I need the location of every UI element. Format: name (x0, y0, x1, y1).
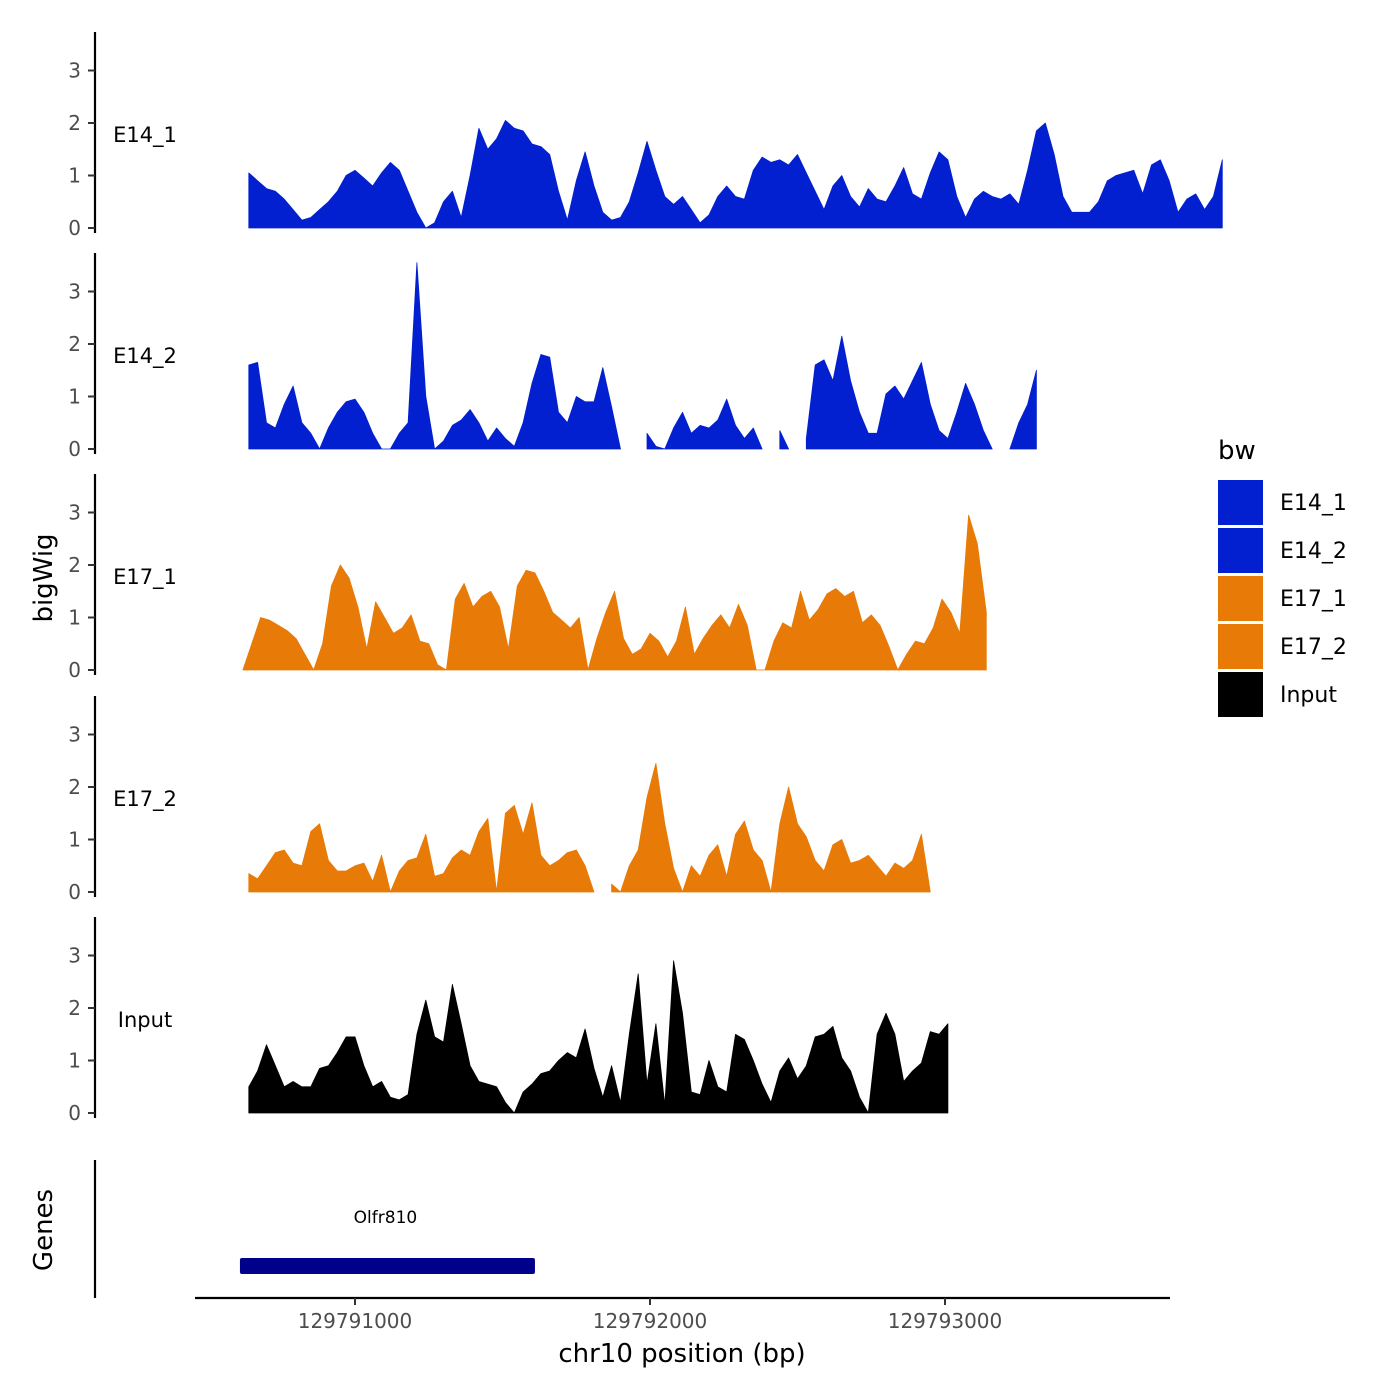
y-tick-label: 1 (68, 385, 81, 409)
legend-swatch (1218, 576, 1263, 621)
x-tick-label: 129791000 (298, 1309, 413, 1333)
signal-area (611, 763, 931, 893)
y-tick-label: 1 (68, 606, 81, 630)
x-axis-title: chr10 position (bp) (558, 1339, 805, 1369)
y-tick-label: 1 (68, 164, 81, 188)
y-tick-label: 2 (68, 332, 81, 356)
track-input: 0 1 2 3 Input (68, 917, 949, 1125)
y-tick-label: 0 (68, 1101, 81, 1125)
tracks-group: 0 1 2 3 E14_1 0 1 2 3 E14_2 0 1 2 3 E17_1 0 1 2 3 E17_2 0 1 2 3… (68, 32, 1223, 1125)
track-label: E17_2 (113, 787, 177, 812)
y-tick-label: 0 (68, 658, 81, 682)
y-tick-label: 0 (68, 437, 81, 461)
track-label: E14_1 (113, 123, 177, 148)
track-label: E14_2 (113, 344, 177, 369)
track-label: E17_1 (113, 565, 177, 590)
legend-title: bw (1218, 436, 1256, 466)
signal-area (242, 514, 987, 671)
y-axis-title: bigWig (29, 533, 59, 622)
track-e17-2: 0 1 2 3 E17_2 (68, 696, 931, 904)
track-e17-1: 0 1 2 3 E17_1 (68, 474, 987, 682)
y-tick-label: 1 (68, 828, 81, 852)
signal-area (805, 335, 993, 450)
legend-swatch (1218, 672, 1263, 717)
y-tick-label: 0 (68, 216, 81, 240)
signal-area (248, 960, 949, 1114)
y-tick-label: 3 (68, 723, 81, 747)
gene-bar (239, 1258, 535, 1274)
legend-label: Input (1280, 683, 1337, 708)
track-e14-2: 0 1 2 3 E14_2 (68, 253, 1037, 461)
legend-swatch (1218, 480, 1263, 525)
legend-swatch (1218, 624, 1263, 669)
legend-label: E17_2 (1280, 635, 1347, 660)
legend: bw E14_1 E14_2 E17_1 E17_2 Input (1218, 436, 1347, 717)
track-e14-1: 0 1 2 3 E14_1 (68, 32, 1223, 240)
y-tick-label: 2 (68, 775, 81, 799)
signal-area (1009, 369, 1037, 450)
signal-area (779, 430, 789, 450)
y-tick-label: 0 (68, 880, 81, 904)
y-tick-label: 3 (68, 944, 81, 968)
genes-panel: Olfr810 (93, 1160, 535, 1298)
genes-panel-label: Genes (29, 1189, 59, 1271)
y-tick-label: 3 (68, 501, 81, 525)
legend-label: E17_1 (1280, 587, 1347, 612)
y-tick-label: 2 (68, 111, 81, 135)
y-tick-label: 1 (68, 1049, 81, 1073)
signal-area (248, 802, 595, 893)
legend-label: E14_2 (1280, 539, 1347, 564)
signal-area (248, 262, 621, 450)
x-tick-label: 129792000 (593, 1309, 708, 1333)
legend-label: E14_1 (1280, 491, 1347, 516)
y-tick-label: 2 (68, 996, 81, 1020)
y-tick-label: 3 (68, 280, 81, 304)
y-tick-label: 3 (68, 59, 81, 83)
y-tick-label: 2 (68, 553, 81, 577)
legend-swatch (1218, 528, 1263, 573)
signal-area (248, 120, 1223, 229)
x-axis: 129791000 129792000 129793000 (195, 1296, 1170, 1333)
x-tick-label: 129793000 (888, 1309, 1003, 1333)
signal-area (646, 398, 763, 450)
gene-label: Olfr810 (354, 1208, 418, 1228)
track-label: Input (118, 1008, 172, 1032)
